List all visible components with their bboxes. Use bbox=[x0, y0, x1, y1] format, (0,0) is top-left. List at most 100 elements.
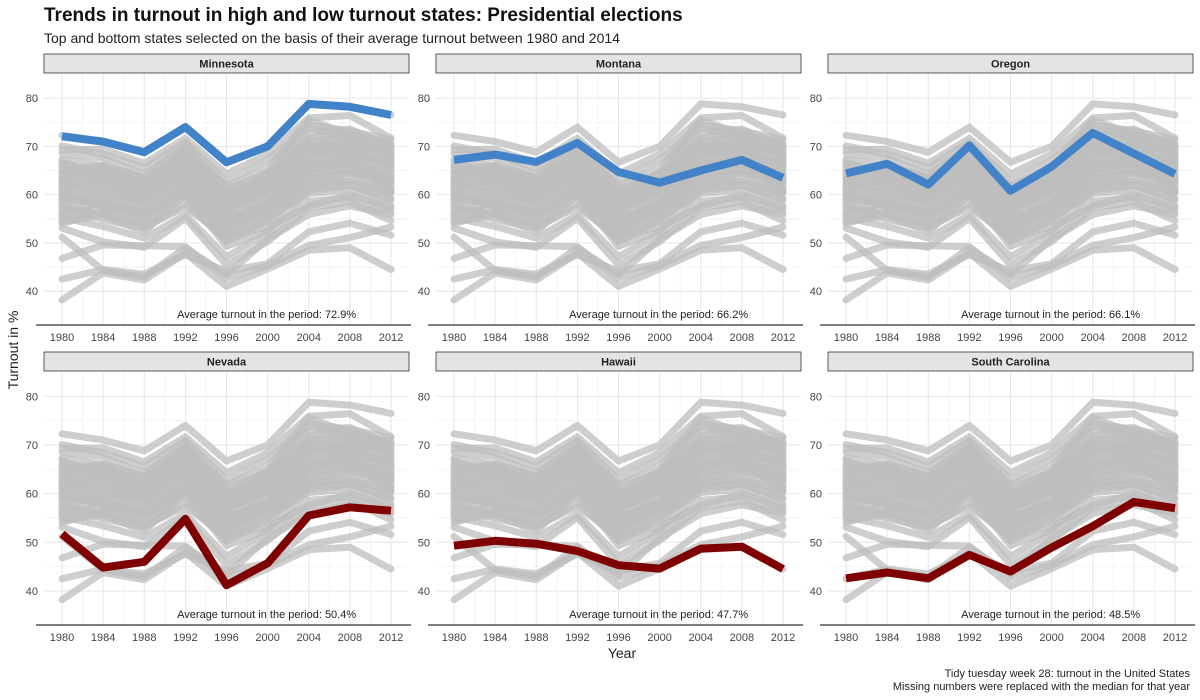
background-state-line bbox=[58, 428, 395, 498]
x-tick-label: 1980 bbox=[442, 332, 466, 344]
x-tick-label: 1992 bbox=[957, 632, 981, 644]
x-tick-label: 2008 bbox=[1122, 332, 1146, 344]
background-state-line bbox=[58, 202, 395, 281]
y-tick-label: 70 bbox=[810, 440, 822, 452]
background-state-line bbox=[450, 398, 787, 465]
y-tick-label: 40 bbox=[26, 286, 38, 298]
x-axis-title: Year bbox=[608, 645, 637, 661]
facet-strip bbox=[435, 351, 802, 372]
x-tick-label: 2000 bbox=[647, 332, 671, 344]
x-tick-label: 1996 bbox=[214, 632, 238, 644]
x-tick-label: 1980 bbox=[50, 332, 74, 344]
background-state-line bbox=[842, 186, 1179, 237]
caption-line-2: Missing numbers were replaced with the m… bbox=[892, 681, 1190, 693]
x-tick-label: 1992 bbox=[565, 632, 589, 644]
highlight-line-nevada bbox=[59, 503, 392, 590]
x-tick-label: 2004 bbox=[689, 332, 713, 344]
x-tick-label: 2012 bbox=[1163, 632, 1187, 644]
x-tick-label: 1980 bbox=[50, 632, 74, 644]
x-tick-label: 2008 bbox=[730, 632, 754, 644]
y-tick-label: 50 bbox=[418, 537, 430, 549]
y-tick-label: 50 bbox=[418, 238, 430, 250]
x-tick-label: 2004 bbox=[689, 632, 713, 644]
y-tick-label: 50 bbox=[810, 537, 822, 549]
background-state-line bbox=[58, 398, 395, 465]
background-state-line bbox=[842, 398, 1179, 465]
x-tick-label: 1996 bbox=[606, 632, 630, 644]
x-tick-label: 1988 bbox=[132, 332, 156, 344]
background-state-line bbox=[842, 497, 1179, 569]
x-tick-label: 2012 bbox=[379, 632, 403, 644]
x-tick-label: 1988 bbox=[916, 332, 940, 344]
facet-strip bbox=[43, 53, 410, 74]
facet-panel-hawaii: Hawaii 40 50 60 70 80 1980 1984 1988 1992 1996 2000… bbox=[418, 351, 803, 644]
y-tick-label: 50 bbox=[810, 238, 822, 250]
x-tick-label: 1980 bbox=[834, 632, 858, 644]
background-state-line bbox=[58, 159, 395, 231]
facet-strip-label: Montana bbox=[596, 59, 642, 71]
y-tick-label: 40 bbox=[810, 286, 822, 298]
background-state-line bbox=[842, 194, 1179, 261]
background-state-line bbox=[450, 130, 787, 199]
background-state-line bbox=[58, 410, 395, 477]
background-state-line bbox=[842, 145, 1179, 204]
facet-panel-minnesota: Minnesota 40 50 60 70 80 1980 1984 1988 1992 1996 2… bbox=[26, 53, 411, 344]
y-tick-label: 50 bbox=[26, 238, 38, 250]
x-tick-label: 2000 bbox=[1039, 332, 1063, 344]
background-state-line bbox=[450, 458, 787, 530]
x-tick-label: 1992 bbox=[565, 332, 589, 344]
background-state-line bbox=[842, 410, 1179, 477]
chart-title: Trends in turnout in high and low turnou… bbox=[44, 5, 683, 26]
x-tick-label: 1996 bbox=[606, 332, 630, 344]
y-tick-label: 80 bbox=[418, 391, 430, 403]
y-tick-label: 70 bbox=[810, 141, 822, 153]
y-tick-label: 80 bbox=[26, 391, 38, 403]
x-tick-label: 2008 bbox=[730, 332, 754, 344]
y-tick-label: 40 bbox=[418, 586, 430, 598]
facet-panel-montana: Montana 40 50 60 70 80 1980 1984 1988 1992 1996 200… bbox=[418, 53, 803, 344]
background-state-line bbox=[58, 115, 395, 190]
average-turnout-label: Average turnout in the period: 66.1% bbox=[961, 309, 1140, 321]
background-state-line bbox=[450, 145, 787, 204]
x-tick-label: 1984 bbox=[91, 332, 115, 344]
x-tick-label: 1980 bbox=[834, 332, 858, 344]
x-tick-label: 2012 bbox=[771, 632, 795, 644]
background-state-line bbox=[450, 410, 787, 477]
background-state-line bbox=[450, 186, 787, 237]
background-state-line bbox=[842, 112, 1179, 178]
facet-strip-label: Minnesota bbox=[199, 59, 254, 71]
facet-strip bbox=[43, 351, 410, 372]
background-state-line bbox=[842, 198, 1179, 269]
highlight-line-hawaii bbox=[453, 536, 785, 573]
background-state-line bbox=[450, 100, 787, 166]
y-tick-label: 60 bbox=[810, 190, 822, 202]
x-tick-label: 2012 bbox=[771, 332, 795, 344]
background-state-line bbox=[58, 485, 395, 536]
background-state-line bbox=[842, 458, 1179, 530]
background-state-line bbox=[450, 493, 787, 560]
facet-strip-label: Hawaii bbox=[601, 357, 636, 369]
y-tick-label: 60 bbox=[418, 190, 430, 202]
background-state-line bbox=[450, 198, 787, 269]
facet-strip bbox=[827, 53, 1194, 74]
facet-panel-oregon: Oregon 40 50 60 70 80 1980 1984 1988 1992 1996 2000… bbox=[810, 53, 1195, 344]
x-tick-label: 1984 bbox=[483, 632, 507, 644]
y-tick-label: 60 bbox=[810, 489, 822, 501]
x-tick-label: 2004 bbox=[297, 332, 321, 344]
background-state-line bbox=[450, 501, 787, 581]
background-state-line bbox=[58, 414, 395, 489]
background-state-line bbox=[58, 198, 395, 269]
background-state-line bbox=[842, 493, 1179, 560]
average-turnout-label: Average turnout in the period: 72.9% bbox=[177, 309, 356, 321]
y-tick-label: 70 bbox=[418, 141, 430, 153]
x-tick-label: 2012 bbox=[379, 332, 403, 344]
background-state-line bbox=[450, 202, 787, 281]
background-state-line bbox=[58, 194, 395, 261]
x-tick-label: 1988 bbox=[132, 632, 156, 644]
background-state-line bbox=[450, 485, 787, 536]
background-state-line bbox=[842, 202, 1179, 281]
x-tick-label: 1996 bbox=[998, 332, 1022, 344]
background-state-line bbox=[58, 186, 395, 237]
background-state-line bbox=[842, 414, 1179, 489]
y-tick-label: 70 bbox=[26, 440, 38, 452]
